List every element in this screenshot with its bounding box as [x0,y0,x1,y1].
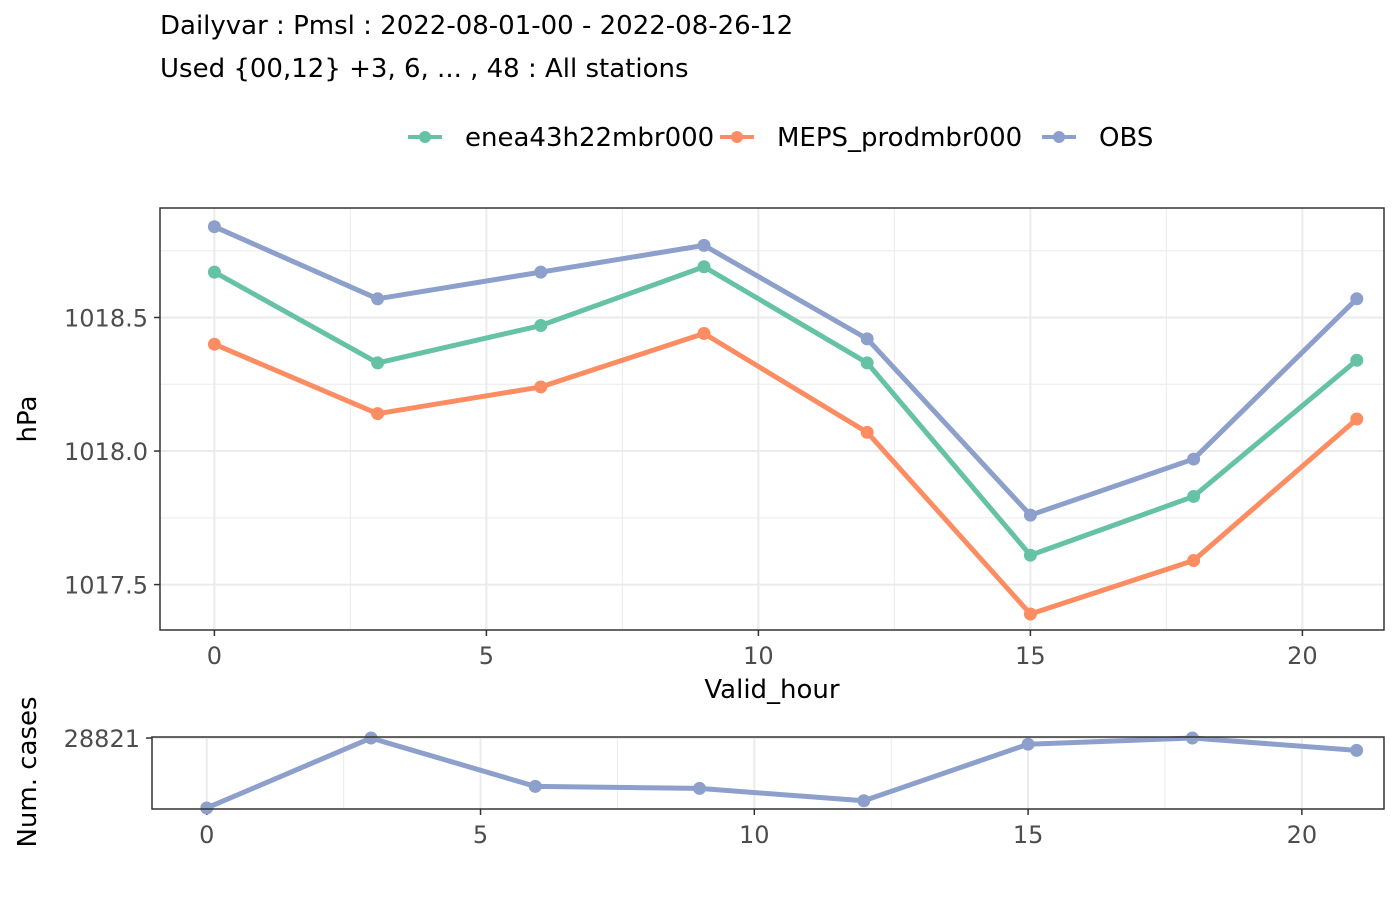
cases-plot-panel: 0 5 10 15 20 28821 [64,725,1385,849]
cases-x-tick-label: 10 [739,821,770,849]
main-series-point-1 [534,380,548,394]
cases-y-tick-label: 28821 [64,725,140,753]
cases-series-point-0 [1185,731,1199,745]
main-series-point-0 [1187,489,1201,503]
main-series-point-2 [1023,508,1037,522]
cases-series-point-0 [1350,743,1364,757]
legend-item-obs: OBS [1042,123,1153,153]
cases-series-point-0 [857,794,871,808]
cases-series-point-0 [364,731,378,745]
legend-swatch-point-enea [419,131,431,143]
main-series-point-0 [207,265,221,279]
main-series-point-1 [207,337,221,351]
legend-item-meps: MEPS_prodmbr000 [720,123,1022,153]
main-series-point-1 [1187,554,1201,568]
cases-series-point-0 [1021,737,1035,751]
chart-title: Dailyvar : Pmsl : 2022-08-01-00 - 2022-0… [160,11,793,41]
main-series-point-1 [1350,412,1364,426]
chart-subtitle: Used {00,12} +3, 6, ... , 48 : All stati… [160,54,689,84]
main-x-tick-label: 5 [479,642,494,670]
main-x-tick-label: 10 [743,642,774,670]
legend-swatch-point-meps [731,131,743,143]
legend-label-meps: MEPS_prodmbr000 [777,123,1022,153]
main-series-point-0 [371,356,385,370]
cases-y-axis-title: Num. cases [13,696,43,847]
main-series-point-1 [1023,607,1037,621]
cases-series-point-0 [528,779,542,793]
legend-label-enea: enea43h22mbr000 [465,123,714,153]
main-series-point-1 [697,327,711,341]
main-series-point-2 [1350,292,1364,306]
cases-x-tick-label: 15 [1013,821,1044,849]
main-series-line-2 [211,224,1360,518]
main-series-point-0 [1350,353,1364,367]
main-x-tick-label: 15 [1015,642,1046,670]
cases-x-tick-label: 0 [199,821,214,849]
main-y-axis-title: hPa [13,396,43,443]
main-x-axis-title: Valid_hour [704,675,840,705]
main-series-point-2 [207,220,221,234]
main-y-tick-label: 1018.5 [64,305,148,333]
cases-series-line-0 [204,735,1360,811]
main-x-tick-label: 20 [1287,642,1318,670]
main-series-point-0 [1023,548,1037,562]
main-panel-border [159,207,1385,631]
main-series-point-1 [860,425,874,439]
cases-x-tick-label: 20 [1287,821,1318,849]
main-series-point-0 [860,356,874,370]
cases-series-point-0 [693,781,707,795]
cases-panel-border [151,736,1385,810]
legend-label-obs: OBS [1099,123,1153,153]
main-series-point-2 [1187,452,1201,466]
main-series-point-0 [534,319,548,333]
main-series-line-0 [211,264,1360,558]
main-series-point-0 [697,260,711,274]
main-plot-panel: 0 5 10 15 20 1017.5 1018.0 1018.5 [64,207,1385,670]
main-x-tick-label: 0 [207,642,222,670]
main-series-point-2 [697,238,711,252]
cases-x-tick-label: 5 [473,821,488,849]
cases-series-point-0 [200,801,214,815]
main-y-tick-label: 1017.5 [64,572,148,600]
main-y-tick-label: 1018.0 [64,438,148,466]
legend: enea43h22mbr000 MEPS_prodmbr000 OBS [408,123,1153,153]
main-series-point-2 [534,265,548,279]
legend-swatch-point-obs [1053,131,1065,143]
main-series-point-2 [860,332,874,346]
legend-item-enea: enea43h22mbr000 [408,123,714,153]
main-series-line-1 [211,331,1360,617]
main-series-point-2 [371,292,385,306]
main-series-point-1 [371,407,385,421]
